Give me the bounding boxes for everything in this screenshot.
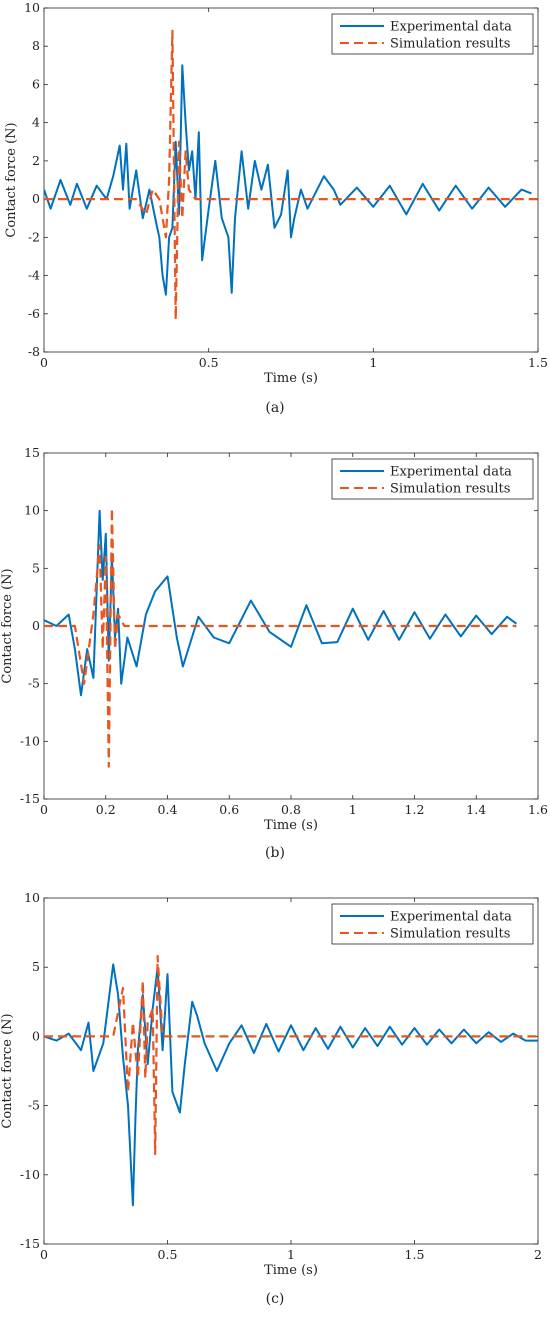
y-tick-label: -5 — [28, 676, 40, 691]
x-tick-label: 0.5 — [199, 355, 219, 370]
y-tick-label: 5 — [32, 959, 40, 974]
legend: Experimental data Simulation results — [331, 13, 534, 55]
x-axis-label: Time (s) — [264, 1263, 318, 1278]
y-tick-label: -15 — [20, 1236, 40, 1251]
y-tick-label: -6 — [28, 306, 40, 321]
x-tick-label: 1.5 — [528, 355, 548, 370]
x-tick-label: 1.5 — [405, 1247, 425, 1262]
y-tick-label: 6 — [32, 76, 40, 91]
y-tick-label: 10 — [24, 0, 40, 15]
y-axis-label: Contact force (N) — [4, 122, 19, 237]
panel-caption: (b) — [265, 845, 285, 861]
chart-panel-b: -15 -10 -5 0 5 10 15 0 0.2 0.4 0.6 0.8 1 1.2 1.4 1.6 Tim… — [0, 445, 548, 861]
y-axis-label: Contact force (N) — [0, 1013, 15, 1128]
x-tick-label: 2 — [534, 1247, 542, 1262]
y-tick-label: 0 — [32, 1028, 40, 1043]
legend-label-experimental: Experimental data — [390, 910, 512, 925]
y-tick-label: 0 — [32, 191, 40, 206]
y-tick-label: 4 — [32, 115, 40, 130]
chart-panel-c: -15 -10 -5 0 5 10 0 0.5 1 1.5 2 Time (s) Contact for… — [0, 890, 542, 1307]
x-tick-label: 1 — [287, 1247, 295, 1262]
y-tick-label: 8 — [32, 38, 40, 53]
y-tick-label: -5 — [28, 1098, 40, 1113]
y-tick-label: 0 — [32, 618, 40, 633]
x-tick-label: 1.6 — [528, 802, 548, 817]
legend-box — [331, 903, 534, 945]
x-tick-label: 0.6 — [219, 802, 239, 817]
y-axis-label: Contact force (N) — [0, 568, 15, 683]
x-tick-label: 0 — [40, 802, 48, 817]
legend-label-experimental: Experimental data — [390, 20, 512, 35]
x-tick-label: 0.2 — [96, 802, 116, 817]
series-experimental-line — [44, 64, 532, 296]
x-tick-label: 1.2 — [405, 802, 425, 817]
y-tick-label: -8 — [28, 344, 40, 359]
x-tick-label: 0.5 — [158, 1247, 178, 1262]
panel-caption: (a) — [265, 400, 284, 416]
series-simulation-line — [44, 507, 517, 768]
series-simulation-line — [44, 29, 538, 321]
y-tick-label: 10 — [24, 890, 40, 905]
legend-box — [331, 458, 534, 500]
x-tick-label: 0 — [40, 1247, 48, 1262]
chart-panel-a: -8 -6 -4 -2 0 2 4 6 8 10 0 0.5 1 1.5 Time (s) Contact f… — [4, 0, 548, 416]
x-tick-label: 0.8 — [281, 802, 301, 817]
series-simulation-line — [44, 954, 538, 1156]
x-tick-label: 1.4 — [466, 802, 486, 817]
x-tick-label: 1 — [369, 355, 377, 370]
x-tick-label: 1 — [349, 802, 357, 817]
y-tick-label: -10 — [20, 733, 40, 748]
plot-area — [43, 7, 539, 353]
y-tick-label: -4 — [28, 268, 40, 283]
legend: Experimental data Simulation results — [331, 903, 534, 945]
y-tick-label: -2 — [28, 229, 40, 244]
series-experimental-line — [44, 963, 538, 1207]
y-tick-label: -10 — [20, 1167, 40, 1182]
legend-label-simulation: Simulation results — [390, 37, 510, 52]
series-experimental-line — [44, 509, 517, 697]
x-axis-label: Time (s) — [264, 371, 318, 386]
y-tick-label: 15 — [24, 445, 40, 460]
x-tick-label: 0 — [40, 355, 48, 370]
plot-area — [43, 897, 539, 1245]
legend-label-simulation: Simulation results — [390, 927, 510, 942]
legend-label-simulation: Simulation results — [390, 482, 510, 497]
x-tick-label: 0.4 — [158, 802, 178, 817]
y-tick-label: 5 — [32, 560, 40, 575]
legend-label-experimental: Experimental data — [390, 465, 512, 480]
panel-caption: (c) — [266, 1291, 285, 1307]
legend-box — [331, 13, 534, 55]
y-tick-label: 10 — [24, 503, 40, 518]
y-tick-label: 2 — [32, 153, 40, 168]
x-axis-label: Time (s) — [264, 818, 318, 833]
y-tick-label: -15 — [20, 791, 40, 806]
legend: Experimental data Simulation results — [331, 458, 534, 500]
